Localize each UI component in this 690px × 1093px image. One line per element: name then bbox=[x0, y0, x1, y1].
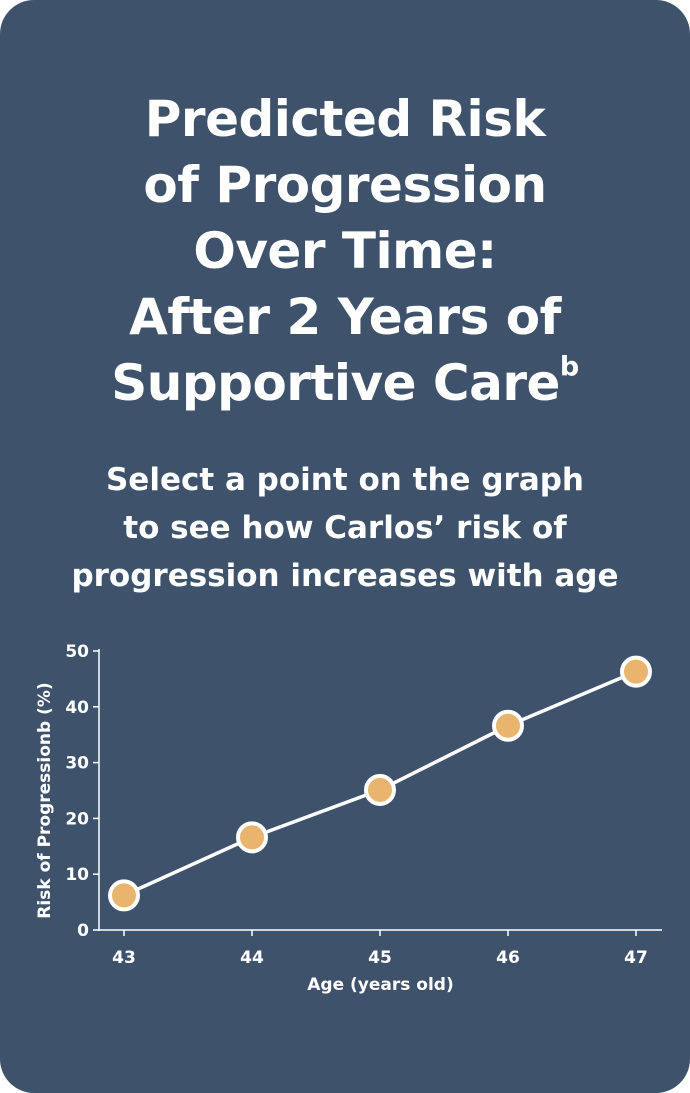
data-point[interactable] bbox=[620, 655, 652, 688]
y-tick-label: 50 bbox=[65, 642, 89, 662]
page-title: Predicted Risk of Progression Over Time:… bbox=[0, 86, 690, 416]
x-tick-label: 46 bbox=[496, 948, 520, 968]
title-line: After 2 Years of bbox=[129, 288, 561, 346]
title-line: Over Time: bbox=[193, 222, 497, 280]
risk-line-chart: 0 10 20 30 40 50 43 44 45 46 47 Age (years old) R… bbox=[35, 642, 662, 995]
y-tick-label: 30 bbox=[65, 754, 89, 774]
title-line: of Progression bbox=[143, 156, 547, 214]
y-tick-label: 20 bbox=[65, 809, 89, 829]
data-point[interactable] bbox=[492, 709, 524, 742]
x-axis-ticks: 43 44 45 46 47 bbox=[112, 930, 648, 968]
title-line: Predicted Risk bbox=[144, 90, 546, 148]
title-footnote-marker: b bbox=[559, 351, 579, 383]
data-point[interactable] bbox=[236, 821, 268, 854]
data-point[interactable] bbox=[108, 879, 140, 912]
subtitle-line: Select a point on the graph bbox=[105, 462, 585, 498]
chart-series bbox=[108, 655, 652, 912]
x-tick-label: 45 bbox=[368, 948, 392, 968]
y-axis-label: Risk of Progressionb (%) bbox=[35, 682, 55, 918]
y-axis-ticks: 0 10 20 30 40 50 bbox=[65, 642, 99, 941]
y-tick-label: 10 bbox=[65, 865, 89, 885]
subtitle-line: to see how Carlos’ risk of bbox=[123, 510, 567, 546]
data-point[interactable] bbox=[364, 773, 396, 806]
y-tick-label: 0 bbox=[77, 921, 89, 941]
instruction-text: Select a point on the graph to see how C… bbox=[40, 456, 650, 600]
x-tick-label: 43 bbox=[112, 948, 136, 968]
title-line-last: Supportive Careb bbox=[0, 350, 690, 416]
x-tick-label: 47 bbox=[624, 948, 648, 968]
title-line: Supportive Care bbox=[111, 354, 560, 412]
x-tick-label: 44 bbox=[240, 948, 264, 968]
subtitle-line: progression increases with age bbox=[71, 558, 619, 594]
y-tick-label: 40 bbox=[65, 698, 89, 718]
x-axis-label: Age (years old) bbox=[307, 975, 454, 995]
